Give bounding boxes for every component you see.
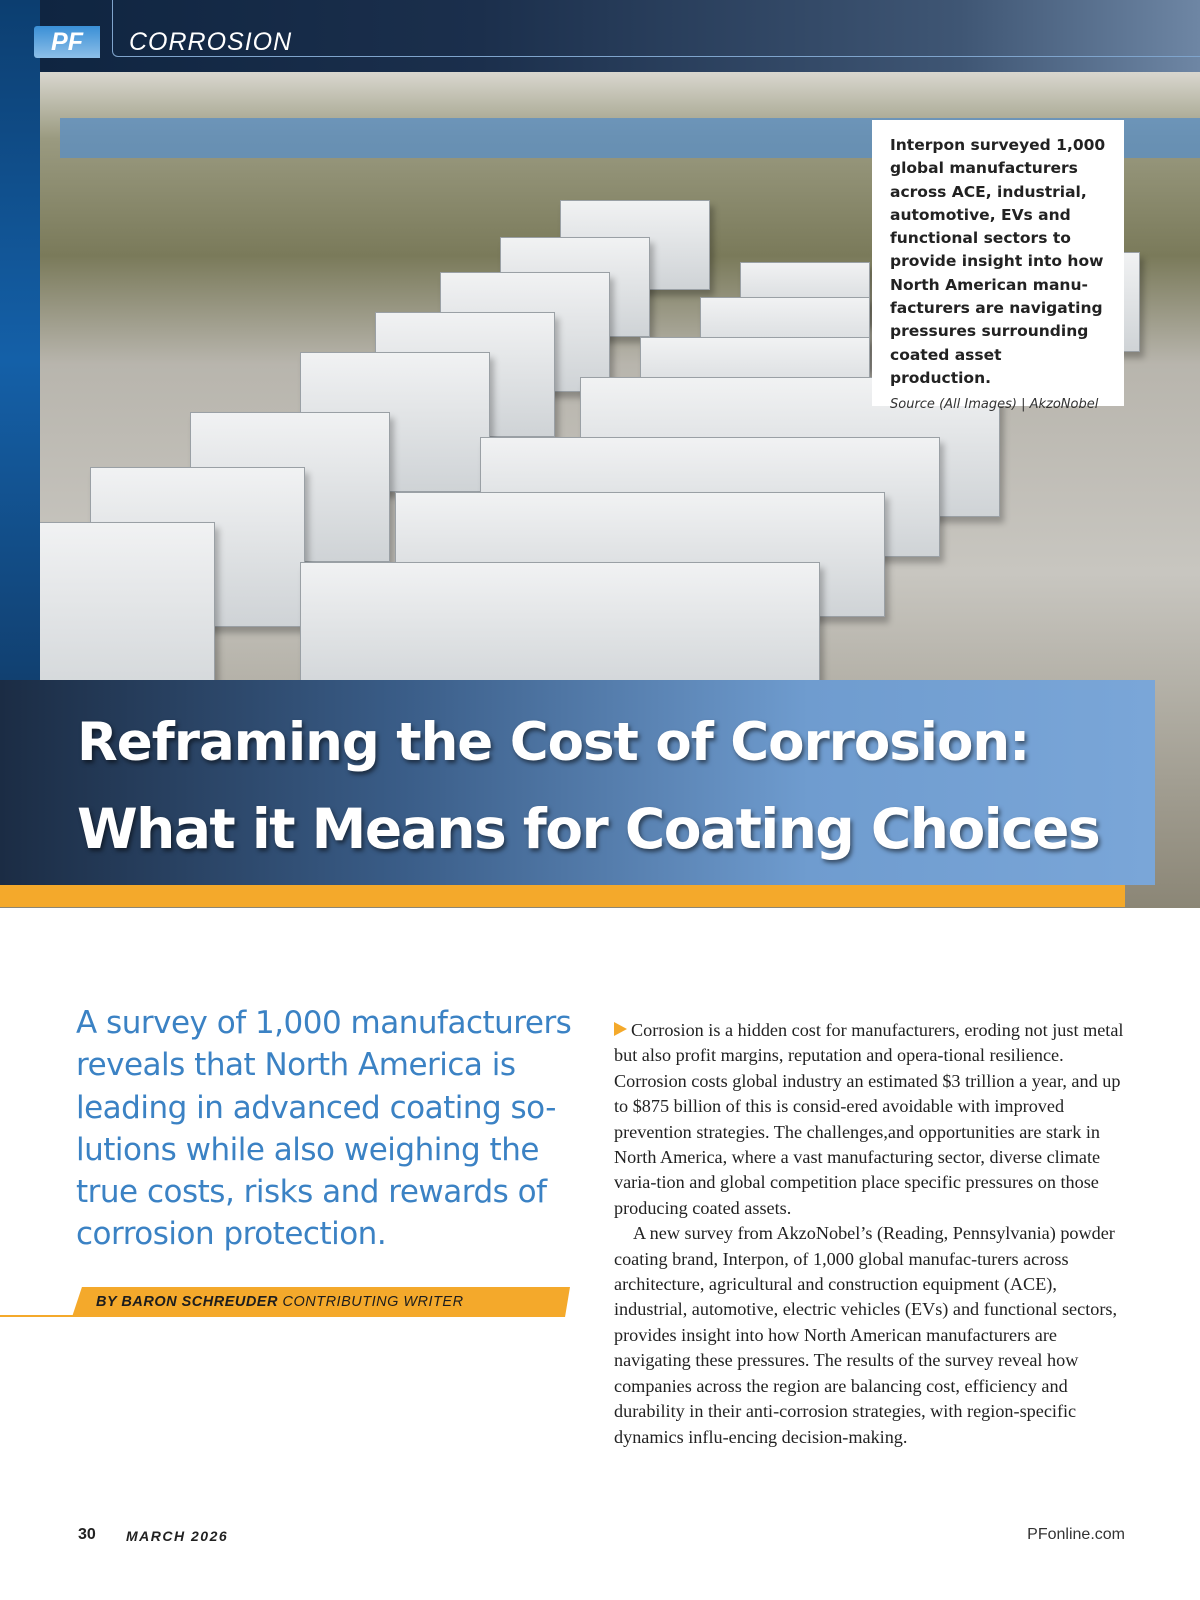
article-body: Corrosion is a hidden cost for manufactu…	[614, 1018, 1124, 1450]
paragraph-text: Corrosion is a hidden cost for manufactu…	[614, 1020, 1124, 1218]
paragraph: A new survey from AkzoNobel’s (Reading, …	[614, 1223, 1118, 1447]
triangle-bullet-icon	[614, 1022, 627, 1036]
byline: BY BARON SCHREUDER CONTRIBUTING WRITER	[72, 1287, 570, 1317]
byline-role: CONTRIBUTING WRITER	[282, 1294, 464, 1310]
paragraph: Corrosion is a hidden cost for manufactu…	[614, 1018, 1124, 1221]
page-number: 30	[78, 1526, 96, 1543]
photo-caption-box: Interpon surveyed 1,000 global manufactu…	[872, 120, 1124, 412]
byline-author: BY BARON SCHREUDER	[96, 1294, 278, 1310]
site-url[interactable]: PFonline.com	[1027, 1526, 1125, 1543]
photo-caption: Interpon surveyed 1,000 global manufactu…	[890, 136, 1106, 387]
pf-logo: PF	[34, 26, 100, 58]
deck-text: A survey of 1,000 manufacturers reveals …	[76, 1005, 572, 1253]
header-bar	[0, 0, 1200, 72]
byline-rule	[0, 1315, 74, 1317]
orange-rule	[0, 885, 1125, 907]
issue-date: MARCH 2026	[126, 1528, 229, 1544]
headline: Reframing the Cost of Corrosion:	[77, 712, 1030, 773]
subheadline: What it Means for Coating Choices	[77, 797, 1101, 861]
photo-source: Source (All Images) | AkzoNobel	[890, 397, 1099, 413]
title-band	[0, 680, 1155, 885]
storage-container	[300, 562, 820, 702]
section-label: CORROSION	[112, 0, 1200, 57]
